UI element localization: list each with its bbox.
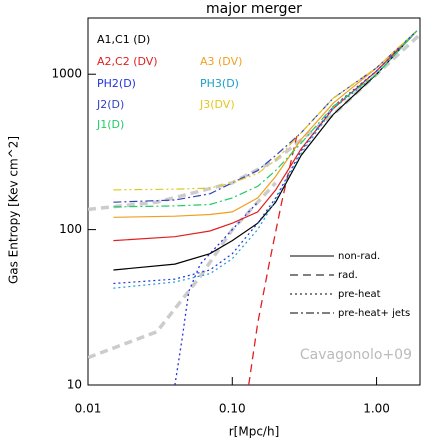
series-line: [113, 30, 418, 203]
style-legend-label: rad.: [338, 270, 358, 281]
legend-label: A2,C2 (DV): [97, 55, 158, 68]
y-tick-label: 1000: [51, 67, 82, 81]
style-legend-label: pre-heat+ jets: [338, 308, 410, 319]
legend-label: A3 (DV): [200, 55, 242, 68]
chart-title: major merger: [206, 1, 302, 17]
legend-label: PH2(D): [97, 77, 136, 90]
legend-label: J3(DV): [199, 98, 235, 111]
x-tick-label: 0.10: [219, 402, 246, 416]
legend-label: J1(D): [96, 118, 124, 131]
style-legend-label: non-rad.: [338, 251, 380, 262]
y-axis-label: Gas Entropy [Kev cm^2]: [7, 136, 21, 284]
reference-line: [88, 181, 277, 360]
series-line: [113, 30, 418, 242]
plot-frame: [87, 17, 421, 386]
x-tick-label: 1.00: [363, 402, 390, 416]
extra-line: [174, 201, 259, 385]
legend-label: PH3(D): [200, 77, 239, 90]
series-line: [113, 30, 418, 218]
series-line: [113, 30, 418, 271]
series-line: [113, 30, 418, 208]
y-tick-label: 10: [67, 378, 82, 392]
series-line: [113, 30, 418, 285]
y-tick-label: 100: [59, 222, 82, 236]
legend-label: J2(D): [96, 98, 124, 111]
series-line: [113, 30, 418, 289]
reference-label: Cavagonolo+09: [300, 347, 412, 363]
series-line: [113, 30, 418, 191]
x-axis-label: r[Mpc/h]: [229, 425, 280, 439]
style-legend-label: pre-heat: [338, 289, 381, 300]
legend-label: A1,C1 (D): [97, 33, 150, 46]
x-tick-label: 0.01: [75, 402, 102, 416]
